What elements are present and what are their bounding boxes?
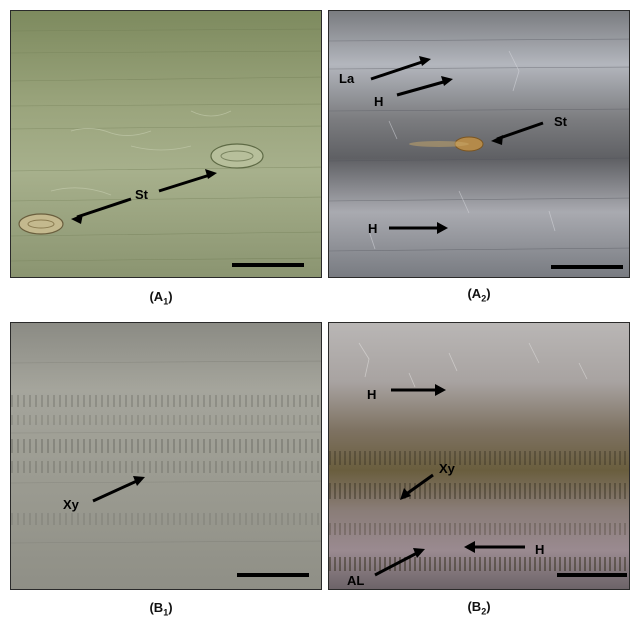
arrow-st [496,121,544,141]
micrograph-b1-image: Xy [11,323,321,589]
label-st: St [135,187,149,202]
label-la: La [339,71,355,86]
label-h-lower: H [535,542,544,557]
arrow-h-upper [396,79,448,97]
label-xy: Xy [439,461,456,476]
micrograph-a2-image: La H St H [329,11,629,277]
caption-b2-sub: 2 [481,606,487,617]
scale-bar [551,265,623,269]
arrow-st-left [76,197,132,219]
scale-bar [232,263,304,267]
scale-bar [237,573,309,577]
caption-b2: (B2) [467,599,491,617]
label-st: St [554,114,568,129]
caption-b1: (B1) [149,600,173,618]
arrow-st-right [158,172,214,193]
micrograph-a1-image: St [11,11,321,277]
caption-a2-letter: A [471,286,482,301]
micrograph-b2: H Xy H AL [328,322,630,590]
arrow-xy [404,473,434,497]
stoma-upper [210,143,264,169]
caption-b2-letter: B [471,599,482,614]
label-xy: Xy [63,497,80,512]
label-h-upper: H [367,387,376,402]
micrograph-a1: St [10,10,322,278]
caption-a1-sub: 1 [163,296,169,307]
caption-b1-letter: B [153,600,164,615]
caption-a1: (A1) [149,289,173,307]
caption-a2-sub: 2 [481,293,487,304]
label-al: AL [347,573,364,588]
label-h-lower: H [368,221,377,236]
caption-a2: (A2) [467,286,491,304]
arrow-la [370,59,426,81]
caption-a1-letter: A [153,289,164,304]
micrograph-b2-image: H Xy H AL [329,323,629,589]
arrow-al [374,550,420,577]
micrograph-b1: Xy [10,322,322,590]
label-h-upper: H [374,94,383,109]
arrow-xy [92,478,140,503]
stoma-lower [18,213,64,235]
scale-bar [557,573,627,577]
caption-b1-sub: 1 [163,607,169,618]
micrograph-a2: La H St H [328,10,630,278]
